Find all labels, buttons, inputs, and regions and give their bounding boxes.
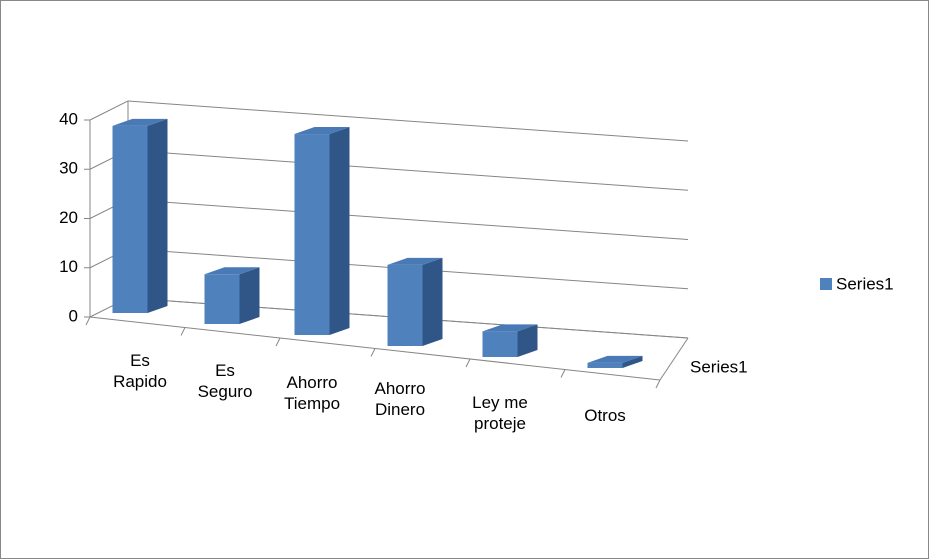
bar-side [147,118,168,313]
x-tick [560,369,566,378]
y-tick-label: 20 [59,208,78,227]
grid-line [127,100,689,142]
bar-top [387,257,443,265]
x-tick [655,379,661,389]
x-tick [180,327,186,336]
y-tick-label: 30 [59,159,78,178]
bar-side [622,355,643,368]
legend-label: Series1 [836,274,894,293]
bar [387,264,423,346]
bar-side [329,127,350,335]
bar [204,274,240,324]
x-tick-label: Es Seguro [197,361,253,401]
grid-line [127,149,689,191]
grid-line [127,199,689,240]
side-grid-line [89,100,129,121]
bar [587,362,623,368]
floor-right [659,337,689,381]
legend-swatch [820,278,832,290]
y-tick-label: 10 [59,257,78,276]
x-tick-label: Es Rapido [113,351,167,391]
x-tick-label: Otros [584,406,626,425]
y-tick-label: 40 [59,109,78,128]
depth-axis-label: Series1 [690,357,748,376]
bar-top [204,267,260,275]
x-tick [370,348,376,357]
bar [482,331,518,357]
bar-top [112,118,168,126]
bar-top [482,324,538,332]
bar-side [239,267,260,324]
x-tick [465,358,471,368]
x-tick-label: Ahorro Tiempo [283,373,341,413]
bar [294,134,330,335]
x-tick-label: Ley me proteje [472,393,528,433]
bar-top [294,127,350,135]
bar-side [517,324,538,357]
x-tick [275,337,281,347]
x-tick-label: Ahorro Dinero [374,379,426,419]
x-tick [85,316,91,326]
bar-top [587,355,643,363]
bar [112,125,148,313]
y-tick-label: 0 [69,306,78,325]
bar-side [422,257,443,346]
